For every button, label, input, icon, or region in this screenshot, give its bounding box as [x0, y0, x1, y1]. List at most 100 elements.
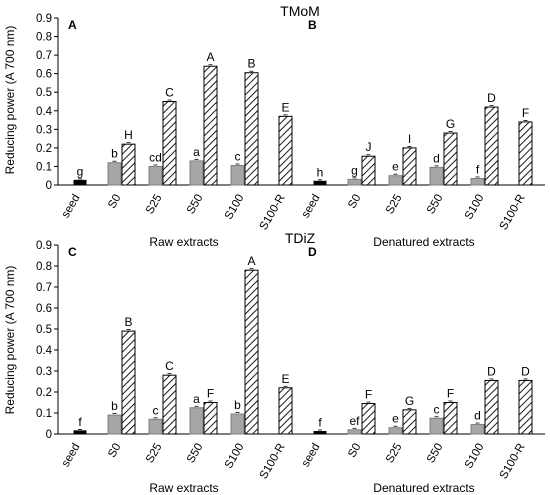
panel-label: D — [308, 245, 317, 259]
y-tick-label: 0.9 — [36, 13, 52, 25]
gray-bar — [470, 178, 485, 186]
hatched-bar — [278, 387, 293, 435]
significance-letter: a — [193, 392, 200, 406]
significance-letter: e — [392, 412, 399, 426]
significance-letter: c — [153, 403, 159, 417]
x-tick-label: S0 — [346, 442, 363, 460]
x-tick-label: seed — [300, 442, 323, 470]
significance-letter: g — [351, 163, 358, 177]
hatched-bar — [518, 379, 533, 435]
y-tick-label: 0.5 — [36, 87, 52, 99]
x-tick-label: S100 — [223, 193, 247, 222]
x-tick-label: seed — [60, 442, 83, 470]
significance-letter: G — [446, 117, 455, 131]
y-tick-label: 0.3 — [36, 366, 52, 378]
significance-letter: F — [365, 388, 372, 402]
significance-letter: b — [111, 399, 118, 413]
y-tick-label: 0 — [46, 180, 52, 192]
significance-letter: f — [78, 415, 82, 429]
y-tick-label: 0.8 — [36, 32, 52, 44]
x-tick-label: S50 — [425, 193, 446, 217]
y-tick-label: 0.9 — [36, 240, 52, 252]
significance-letter: f — [318, 415, 322, 429]
significance-letter: B — [124, 315, 132, 329]
significance-letter: d — [433, 151, 440, 165]
seed-bar — [313, 180, 327, 186]
gray-bar — [470, 424, 485, 435]
significance-letter: f — [476, 163, 480, 177]
gray-bar — [429, 166, 444, 186]
hatched-bar — [518, 121, 533, 186]
x-group-label: Raw extracts — [149, 481, 218, 495]
significance-letter: E — [281, 372, 289, 386]
significance-letter: F — [447, 387, 454, 401]
x-tick-label: S0 — [106, 442, 123, 460]
hatched-bar — [162, 101, 177, 186]
significance-letter: I — [408, 132, 411, 146]
significance-letter: B — [247, 57, 255, 71]
significance-letter: b — [111, 147, 118, 161]
x-tick-label: S100 — [463, 442, 487, 471]
significance-letter: F — [207, 387, 214, 401]
significance-letter: D — [521, 364, 530, 378]
significance-letter: h — [317, 165, 324, 179]
significance-letter: cd — [149, 150, 162, 164]
gray-bar — [148, 165, 163, 186]
hatched-bar — [361, 403, 376, 435]
significance-letter: ef — [349, 414, 360, 428]
x-tick-label: S100-R — [258, 193, 288, 233]
y-tick-label: 0.3 — [36, 124, 52, 136]
significance-letter: C — [165, 359, 174, 373]
x-tick-label: S25 — [384, 193, 405, 217]
x-tick-label: S0 — [346, 193, 363, 211]
hatched-bar — [402, 147, 417, 186]
chart-title: TDiZ — [285, 230, 316, 246]
significance-letter: c — [434, 402, 440, 416]
x-tick-label: seed — [300, 193, 323, 221]
significance-letter: d — [474, 409, 481, 423]
y-tick-label: 0.4 — [36, 345, 53, 357]
x-tick-label: seed — [60, 193, 83, 221]
hatched-bar — [443, 132, 458, 186]
gray-bar — [230, 165, 245, 186]
significance-letter: J — [366, 140, 372, 154]
gray-bar — [107, 414, 122, 435]
y-tick-label: 0.1 — [36, 161, 52, 173]
hatched-bar — [244, 72, 259, 186]
significance-letter: b — [234, 398, 241, 412]
x-tick-label: S50 — [185, 442, 206, 466]
significance-letter: C — [165, 86, 174, 100]
y-tick-label: 0.6 — [36, 69, 52, 81]
y-tick-label: 0.5 — [36, 324, 52, 336]
seed-bar — [73, 179, 87, 186]
x-tick-label: S100-R — [258, 442, 288, 482]
significance-letter: A — [206, 50, 214, 64]
x-tick-label: S100 — [463, 193, 487, 222]
hatched-bar — [443, 402, 458, 435]
y-tick-label: 0.1 — [36, 408, 52, 420]
hatched-bar — [203, 402, 218, 435]
y-tick-label: 0.4 — [36, 106, 53, 118]
seed-bar — [313, 430, 327, 435]
hatched-bar — [484, 106, 499, 186]
chart-title: TMoM — [280, 3, 320, 19]
y-tick-label: 0.7 — [36, 282, 52, 294]
y-tick-label: 0.7 — [36, 50, 52, 62]
gray-bar — [388, 427, 403, 435]
gray-bar — [347, 178, 362, 186]
x-tick-label: S25 — [384, 442, 405, 466]
significance-letter: D — [487, 364, 496, 378]
x-tick-label: S25 — [144, 193, 165, 217]
significance-letter: H — [124, 128, 133, 142]
hatched-bar — [484, 379, 499, 435]
significance-letter: a — [193, 145, 200, 159]
hatched-bar — [162, 374, 177, 435]
significance-letter: c — [235, 150, 241, 164]
x-tick-label: S100 — [223, 442, 247, 471]
y-axis-label: Reducing power (A 700 nm) — [3, 26, 17, 175]
x-tick-label: S100-R — [498, 442, 528, 482]
x-tick-label: S25 — [144, 442, 165, 466]
y-tick-label: 0 — [46, 429, 52, 441]
gray-bar — [189, 407, 204, 435]
